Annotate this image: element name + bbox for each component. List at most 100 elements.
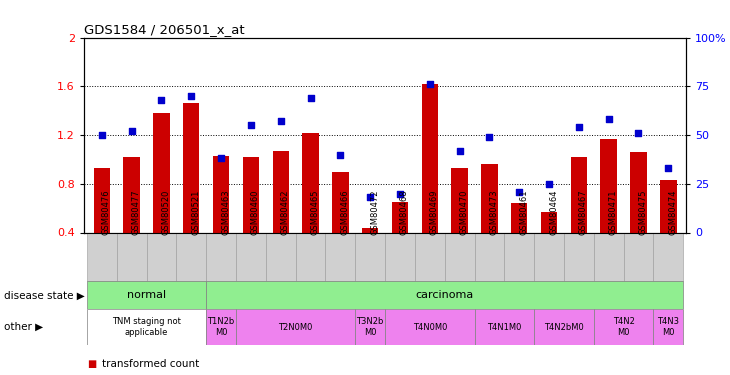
Text: GSM80470: GSM80470 — [460, 189, 469, 235]
Bar — [415, 232, 445, 281]
Point — [573, 124, 585, 130]
Bar — [87, 232, 117, 281]
Bar — [183, 104, 199, 232]
Text: GSM80462: GSM80462 — [281, 189, 290, 235]
Text: ■: ■ — [88, 359, 97, 369]
Bar — [623, 232, 653, 281]
Text: other ▶: other ▶ — [4, 322, 43, 332]
Bar — [206, 281, 683, 309]
Bar — [87, 281, 206, 309]
Point — [215, 155, 227, 161]
Text: transformed count: transformed count — [102, 359, 199, 369]
Point — [394, 190, 406, 196]
Bar — [236, 232, 266, 281]
Point — [96, 132, 108, 138]
Bar — [392, 202, 408, 232]
Text: GSM80460: GSM80460 — [251, 189, 260, 235]
Bar — [206, 309, 236, 345]
Text: T3N2b
M0: T3N2b M0 — [356, 318, 384, 337]
Bar — [571, 157, 587, 232]
Text: carcinoma: carcinoma — [415, 290, 474, 300]
Bar — [511, 203, 528, 232]
Text: T4N2
M0: T4N2 M0 — [612, 318, 634, 337]
Text: GSM80467: GSM80467 — [579, 189, 588, 235]
Text: normal: normal — [127, 290, 166, 300]
Bar — [147, 232, 177, 281]
Point — [424, 81, 436, 87]
Bar — [123, 157, 140, 232]
Text: T4N2bM0: T4N2bM0 — [544, 322, 584, 332]
Text: GSM80469: GSM80469 — [430, 189, 439, 235]
Point — [155, 97, 167, 103]
Bar — [660, 180, 677, 232]
Bar — [177, 232, 206, 281]
Text: GSM80477: GSM80477 — [131, 189, 141, 235]
Bar — [541, 212, 557, 232]
Text: disease state ▶: disease state ▶ — [4, 290, 85, 300]
Bar — [653, 309, 683, 345]
Bar — [601, 139, 617, 232]
Point — [543, 181, 555, 187]
Bar — [445, 232, 474, 281]
Point — [185, 93, 197, 99]
Text: GSM80473: GSM80473 — [489, 189, 499, 235]
Text: GSM80461: GSM80461 — [519, 189, 529, 235]
Bar — [206, 232, 236, 281]
Bar — [481, 164, 498, 232]
Point — [662, 165, 674, 171]
Bar — [213, 156, 229, 232]
Text: GSM80463: GSM80463 — [221, 189, 230, 235]
Bar — [593, 232, 623, 281]
Text: GDS1584 / 206501_x_at: GDS1584 / 206501_x_at — [84, 23, 245, 36]
Text: T2N0M0: T2N0M0 — [278, 322, 313, 332]
Bar — [272, 151, 289, 232]
Text: T4N3
M0: T4N3 M0 — [657, 318, 680, 337]
Point — [334, 152, 346, 157]
Text: GSM80464: GSM80464 — [549, 189, 558, 235]
Bar — [564, 232, 593, 281]
Text: T4N0M0: T4N0M0 — [412, 322, 447, 332]
Text: GSM80476: GSM80476 — [102, 189, 111, 235]
Bar — [504, 232, 534, 281]
Bar — [326, 232, 356, 281]
Point — [245, 122, 257, 128]
Text: GSM80520: GSM80520 — [161, 190, 171, 235]
Bar — [385, 309, 474, 345]
Text: GSM80468: GSM80468 — [400, 189, 409, 235]
Bar — [117, 232, 147, 281]
Point — [454, 148, 466, 154]
Bar — [362, 228, 378, 232]
Text: GSM80465: GSM80465 — [310, 189, 320, 235]
Point — [275, 118, 287, 124]
Bar — [474, 309, 534, 345]
Bar — [422, 84, 438, 232]
Bar — [296, 232, 326, 281]
Bar — [534, 232, 564, 281]
Bar — [653, 232, 683, 281]
Text: GSM80466: GSM80466 — [340, 189, 350, 235]
Point — [513, 189, 525, 195]
Bar — [356, 232, 385, 281]
Bar — [356, 309, 385, 345]
Point — [364, 194, 376, 200]
Text: T1N2b
M0: T1N2b M0 — [207, 318, 235, 337]
Point — [633, 130, 645, 136]
Text: GSM80472: GSM80472 — [370, 189, 379, 235]
Bar — [302, 133, 319, 232]
Bar — [93, 168, 110, 232]
Bar — [236, 309, 356, 345]
Bar — [474, 232, 504, 281]
Bar — [87, 309, 206, 345]
Text: GSM80521: GSM80521 — [191, 190, 200, 235]
Text: GSM80475: GSM80475 — [639, 189, 648, 235]
Bar — [385, 232, 415, 281]
Bar — [451, 168, 468, 232]
Point — [603, 116, 615, 122]
Text: GSM80471: GSM80471 — [609, 189, 618, 235]
Point — [126, 128, 137, 134]
Bar — [266, 232, 296, 281]
Bar — [332, 172, 348, 232]
Text: T4N1M0: T4N1M0 — [487, 322, 521, 332]
Bar — [153, 113, 169, 232]
Bar — [534, 309, 593, 345]
